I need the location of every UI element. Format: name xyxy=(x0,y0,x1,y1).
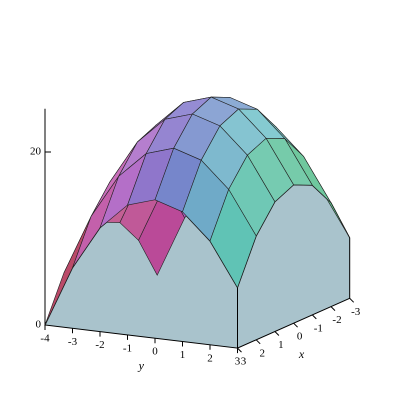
y-tick-label: 0 xyxy=(152,346,158,358)
y-axis-label: y xyxy=(138,358,145,372)
y-tick-label: -1 xyxy=(123,342,132,354)
x-tick-label: 2 xyxy=(259,347,265,359)
x-tick xyxy=(293,322,298,328)
z-tick-label: 0 xyxy=(36,319,42,331)
x-axis-label: x xyxy=(298,347,305,361)
y-tick-label: 1 xyxy=(180,349,186,361)
x-tick xyxy=(330,306,336,311)
y-tick-label: 3 xyxy=(235,356,241,368)
y-tick-label: 2 xyxy=(207,352,213,364)
x-tick xyxy=(311,314,317,320)
x-tick xyxy=(255,339,261,345)
x-tick xyxy=(274,331,280,336)
x-tick-label: -3 xyxy=(351,306,361,318)
y-tick-label: -2 xyxy=(95,339,104,351)
x-tick xyxy=(349,297,355,303)
x-tick xyxy=(237,347,242,353)
y-tick-label: -3 xyxy=(68,336,78,348)
z-tick-label: 20 xyxy=(30,146,42,158)
y-tick-label: -4 xyxy=(40,333,50,345)
x-tick-label: 0 xyxy=(297,331,303,343)
x-tick-label: -1 xyxy=(314,322,323,334)
surface-patch xyxy=(209,188,257,289)
x-tick-label: 3 xyxy=(241,356,247,368)
x-tick-label: 1 xyxy=(278,339,284,351)
x-tick-label: -2 xyxy=(332,314,341,326)
